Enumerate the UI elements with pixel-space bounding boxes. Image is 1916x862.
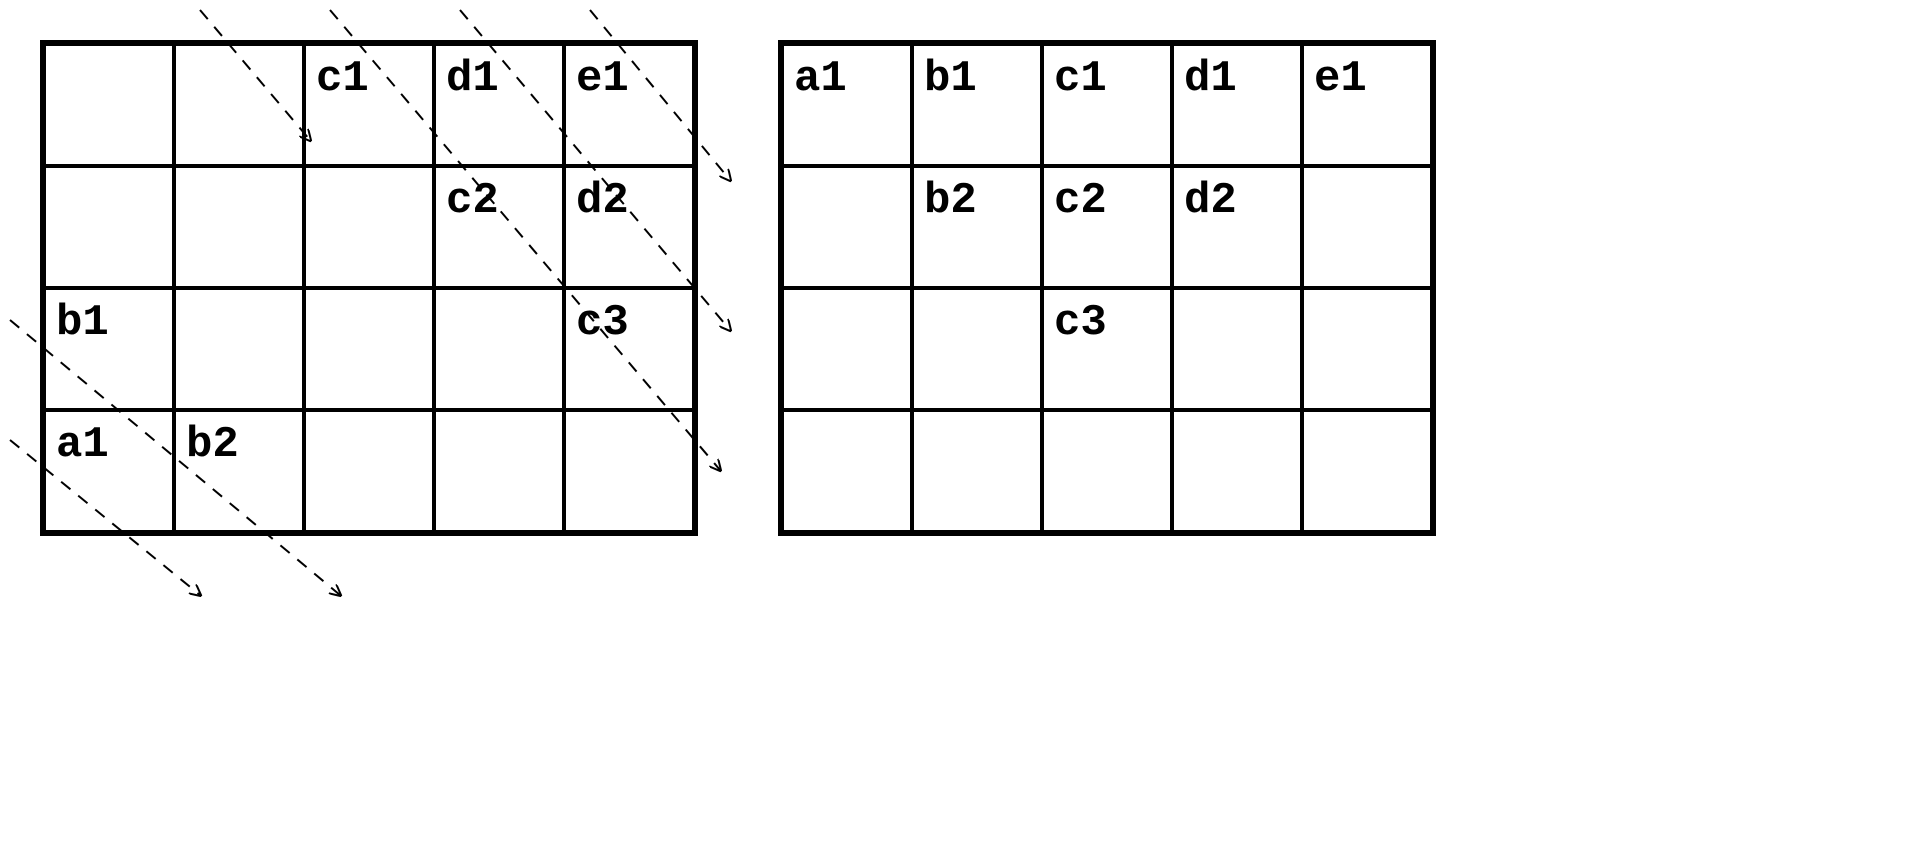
grid-cell: c2 [434, 166, 564, 288]
grid-cell: b1 [912, 44, 1042, 166]
grid-cell: d2 [1172, 166, 1302, 288]
grid-cell [782, 166, 912, 288]
grid-cell [304, 410, 434, 532]
grid-cell [912, 288, 1042, 410]
grid-cell [434, 288, 564, 410]
grid-cell: c1 [304, 44, 434, 166]
grid-cell [1172, 410, 1302, 532]
right-grid: a1b1c1d1e1 b2c2d2c3 [778, 40, 1436, 536]
grid-cell: d1 [1172, 44, 1302, 166]
right-grid-wrapper: a1b1c1d1e1 b2c2d2c3 [778, 40, 1436, 536]
grid-cell: c2 [1042, 166, 1172, 288]
grid-cell: d2 [564, 166, 694, 288]
diagram-container: c1d1e1c2d2b1c3a1b2 a1b1c1d1e1b2c2d2c3 [40, 40, 1876, 536]
grid-cell: c3 [1042, 288, 1172, 410]
grid-cell: c3 [564, 288, 694, 410]
left-grid-wrapper: c1d1e1c2d2 b1 c3 a1b2 [40, 40, 698, 536]
grid-cell [782, 288, 912, 410]
grid-cell: d1 [434, 44, 564, 166]
grid-cell [1042, 410, 1172, 532]
grid-cell [1302, 288, 1432, 410]
grid-cell [44, 44, 174, 166]
grid-cell: c1 [1042, 44, 1172, 166]
grid-cell: e1 [564, 44, 694, 166]
grid-cell: b2 [174, 410, 304, 532]
grid-cell [174, 166, 304, 288]
grid-cell: a1 [44, 410, 174, 532]
grid-cell: e1 [1302, 44, 1432, 166]
grid-cell [44, 166, 174, 288]
grid-cell: b2 [912, 166, 1042, 288]
grid-cell [304, 166, 434, 288]
grid-cell [174, 44, 304, 166]
left-grid: c1d1e1c2d2 b1 c3 a1b2 [40, 40, 698, 536]
grid-cell [174, 288, 304, 410]
grid-cell [912, 410, 1042, 532]
grid-cell [782, 410, 912, 532]
grid-cell [1302, 410, 1432, 532]
grid-cell: b1 [44, 288, 174, 410]
grid-cell: a1 [782, 44, 912, 166]
grid-cell [1172, 288, 1302, 410]
grid-cell [564, 410, 694, 532]
grid-cell [1302, 166, 1432, 288]
grid-cell [434, 410, 564, 532]
grid-cell [304, 288, 434, 410]
